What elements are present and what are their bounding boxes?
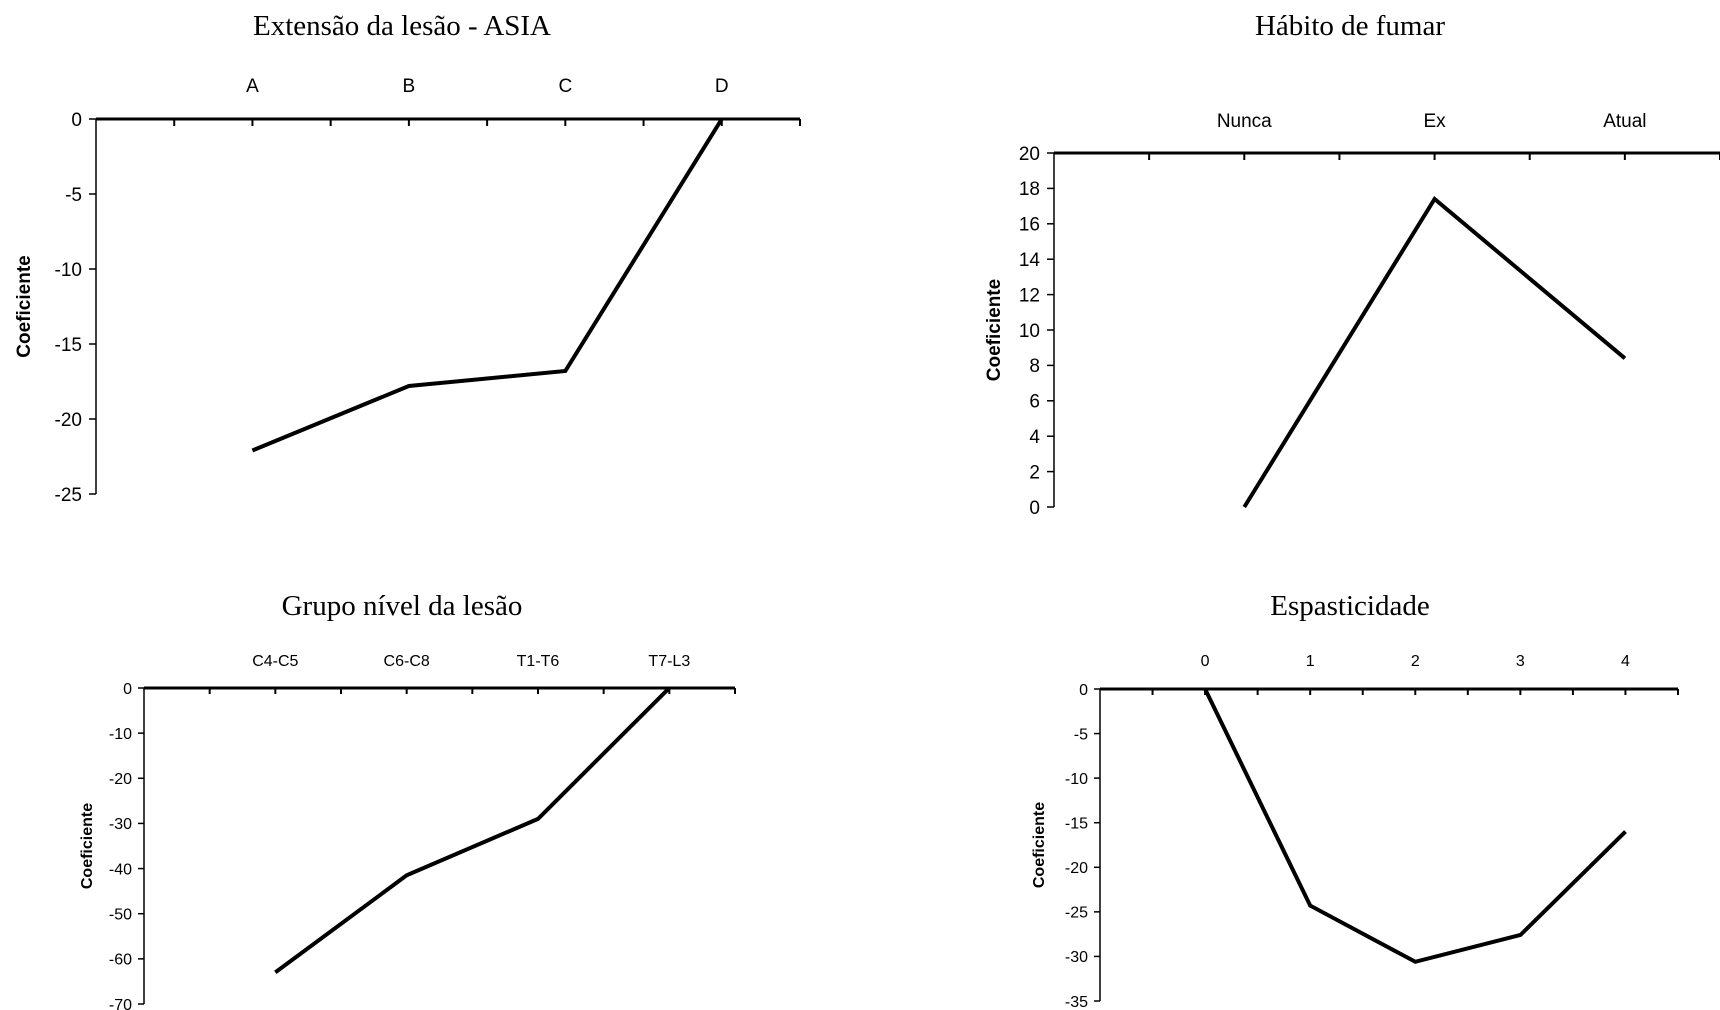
y-tick-label: 2 xyxy=(1029,462,1040,483)
x-category-label: C4-C5 xyxy=(252,653,298,670)
y-tick-label: 14 xyxy=(1019,250,1041,271)
y-tick-label: -20 xyxy=(109,771,132,788)
y-tick-label: -20 xyxy=(55,410,82,431)
y-tick-label: -15 xyxy=(55,335,82,356)
x-category-label: Atual xyxy=(1603,111,1646,132)
x-category-label: T7-L3 xyxy=(648,653,690,670)
y-tick-label: 6 xyxy=(1029,392,1040,413)
y-tick-label: 4 xyxy=(1029,427,1040,448)
x-category-label: Ex xyxy=(1423,111,1446,132)
y-tick-label: 0 xyxy=(123,681,132,698)
chart-nivel: Grupo nível da lesão Coeficiente 0 -10 -20 -3… xyxy=(79,590,736,1010)
x-category-label: T1-T6 xyxy=(517,653,560,670)
y-tick-label: -50 xyxy=(109,906,132,923)
chart-title: Hábito de fumar xyxy=(1255,10,1445,42)
x-category-label: B xyxy=(403,76,416,97)
chart-espasticidade: Espasticidade Coeficiente 0 -5 -10 -15 -20 -25 -… xyxy=(1031,590,1679,1010)
y-tick-label: 10 xyxy=(1019,321,1040,342)
x-category-label: 2 xyxy=(1411,653,1420,670)
y-tick-label: -25 xyxy=(1065,905,1088,922)
y-tick-label: 12 xyxy=(1019,285,1040,306)
y-tick-label: 20 xyxy=(1019,144,1040,165)
y-tick-label: 0 xyxy=(1029,498,1040,519)
y-axis-label: Coeficiente xyxy=(1031,802,1048,888)
series-line xyxy=(1203,688,1627,964)
y-tick-label: 0 xyxy=(71,110,82,131)
y-tick-label: -25 xyxy=(55,485,82,506)
chart-title: Espasticidade xyxy=(1270,590,1429,622)
series-line xyxy=(251,117,724,453)
chart-title: Extensão da lesão - ASIA xyxy=(253,10,551,42)
y-tick-label: -15 xyxy=(1065,815,1088,832)
y-tick-label: -30 xyxy=(1065,949,1088,966)
x-category-label: 0 xyxy=(1201,653,1210,670)
y-tick-label: -60 xyxy=(109,952,132,969)
y-tick-label: -10 xyxy=(55,260,82,281)
x-category-label: A xyxy=(246,76,259,97)
y-tick-label: -10 xyxy=(1065,771,1088,788)
x-category-label: C6-C8 xyxy=(384,653,430,670)
series-line xyxy=(1242,195,1627,509)
y-tick-label: -30 xyxy=(109,816,132,833)
y-axis-label: Coeficiente xyxy=(79,803,96,889)
y-axis-label: Coeficiente xyxy=(14,255,35,357)
x-category-label: 1 xyxy=(1306,653,1315,670)
y-tick-label: 8 xyxy=(1029,356,1040,377)
y-tick-label: -5 xyxy=(1074,726,1088,743)
x-category-label: D xyxy=(715,76,729,97)
y-tick-label: -20 xyxy=(1065,860,1088,877)
y-tick-label: 0 xyxy=(1079,682,1088,699)
y-tick-label: 18 xyxy=(1019,179,1040,200)
x-category-label: C xyxy=(558,76,572,97)
x-category-label: 3 xyxy=(1516,653,1525,670)
y-tick-label: -35 xyxy=(1065,994,1088,1010)
y-axis-label: Coeficiente xyxy=(984,279,1005,381)
y-tick-label: -70 xyxy=(109,997,132,1010)
y-tick-label: 16 xyxy=(1019,215,1040,236)
chart-fumar: Hábito de fumarCoeficiente20181614121086… xyxy=(984,10,1720,519)
x-category-label: Nunca xyxy=(1217,111,1272,132)
y-tick-label: -10 xyxy=(109,726,132,743)
chart-title: Grupo nível da lesão xyxy=(282,590,523,622)
series-line xyxy=(274,686,671,975)
y-tick-label: -40 xyxy=(109,861,132,878)
x-category-label: 4 xyxy=(1621,653,1630,670)
chart-asia: Extensão da lesão - ASIA Coeficiente 0 -5 -1… xyxy=(14,10,801,506)
y-tick-label: -5 xyxy=(65,185,82,206)
